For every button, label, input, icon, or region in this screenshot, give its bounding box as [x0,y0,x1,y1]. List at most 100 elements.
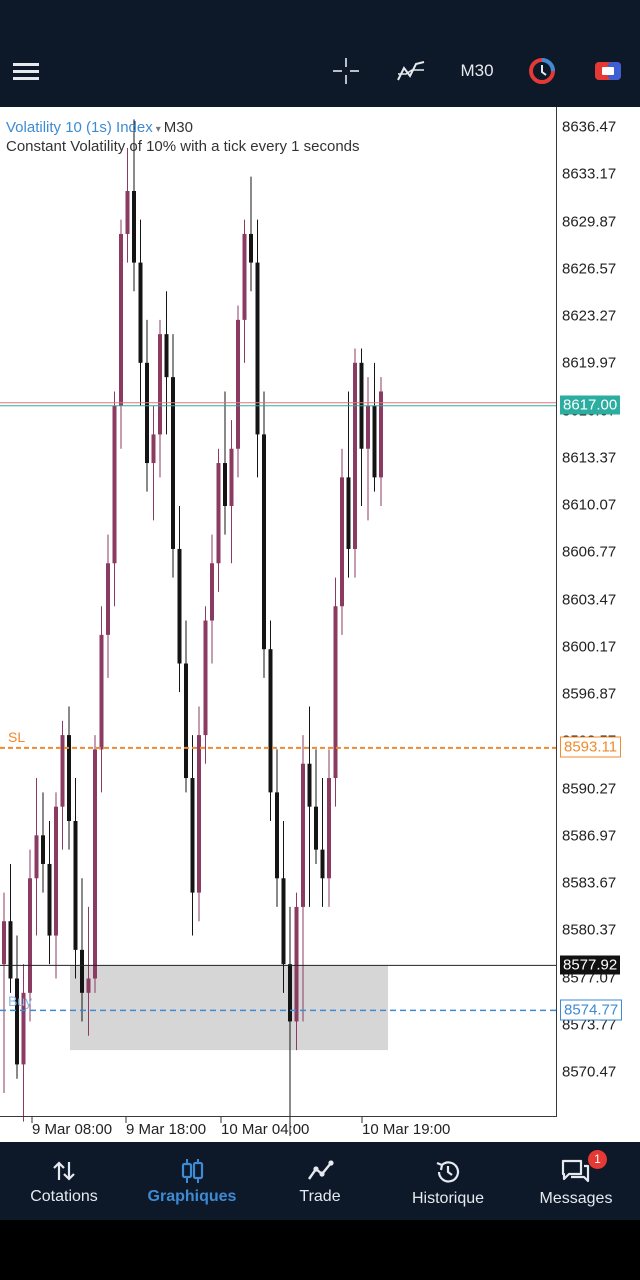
candle-body [203,620,208,736]
candle-body [125,191,130,234]
candle-body [366,405,370,449]
candle-body [346,477,351,549]
one-click-trading-icon [595,62,621,80]
candle-body [158,334,162,435]
candle-body [255,262,260,435]
symbol-name[interactable]: Volatility 10 (1s) Index [6,119,153,136]
system-navigation-bar [0,1220,640,1280]
nav-label: Cotations [30,1188,98,1205]
price-tick-label: 8626.57 [562,260,617,278]
price-tick-label: 8610.07 [562,496,617,514]
nav-trade[interactable]: Trade [256,1142,384,1220]
time-tick-label: 10 Mar 19:00 [362,1121,451,1138]
indicator-icon [397,61,425,81]
time-tick-label: 9 Mar 08:00 [32,1121,113,1138]
price-tick-label: 8580.37 [562,921,617,939]
candle-body [47,863,52,936]
candle-body [151,434,156,464]
price-chart[interactable]: Volatility 10 (1s) Index ▾ M30 Constant Vo… [0,107,640,1142]
candle-body [184,663,188,779]
shaded-zone [70,965,388,1051]
candlestick-icon [181,1159,204,1183]
candle-body [145,362,149,464]
price-tick-label: 8619.97 [562,354,617,372]
nav-cotations[interactable]: Cotations [0,1142,128,1220]
sl-line-label[interactable]: SL [8,729,26,745]
candle-body [379,391,383,478]
candle-body [86,978,91,993]
crosshair-price-tag: 8577.92 [560,955,621,975]
price-tick-label: 8573.77 [562,1016,617,1034]
nav-label: Trade [299,1188,341,1205]
trade-chart-icon [308,1160,334,1180]
nav-messages[interactable]: Messages 1 [512,1142,640,1220]
candle-body [8,921,13,979]
candle-body [119,233,123,406]
candle-body [164,334,169,378]
nav-historique[interactable]: Historique [384,1142,512,1220]
candle-body [210,563,214,621]
candle-body [177,548,182,664]
symbol-description: Constant Volatility of 10% with a tick e… [6,138,360,155]
candle-body [67,735,71,822]
sl-price-tag[interactable]: 8593.11 [560,736,622,758]
candle-body [268,649,273,793]
history-icon [436,1161,460,1183]
indicator-button[interactable] [392,52,430,90]
price-tick-label: 8633.17 [562,165,617,183]
price-tick-label: 8586.97 [562,827,617,845]
candle-body [320,849,325,879]
time-tick-label: 10 Mar 04:00 [221,1121,310,1138]
candle-body [73,821,78,950]
candle-body [223,463,227,507]
buy-line-label[interactable]: Buy [8,993,33,1009]
candle-body [301,763,305,907]
candle-body [171,377,175,549]
candle-body [327,778,331,879]
symbol-dropdown-icon[interactable]: ▾ [155,124,161,135]
nav-label: Messages [539,1190,613,1207]
candle-body [236,319,240,449]
price-tick-label: 8629.87 [562,213,617,230]
chart-timeframe: M30 [163,119,193,136]
price-tick-label: 8606.77 [562,543,617,561]
nav-graphiques[interactable]: Graphiques [128,1142,256,1220]
crosshair-icon [333,58,359,84]
connection-button[interactable] [524,52,560,90]
buy-price-tag[interactable]: 8574.77 [560,999,623,1021]
candle-body [314,806,318,850]
menu-button[interactable] [8,52,44,90]
price-tick-label: 8636.47 [562,118,617,136]
menu-icon [13,63,39,80]
candle-body [60,735,65,807]
candle-body [262,434,266,650]
timeframe-button[interactable]: M30 [452,52,502,90]
candle-body [138,262,143,363]
candle-body [372,405,377,478]
candle-body [216,463,221,564]
candle-body [41,835,45,864]
candle-body [333,606,338,779]
candle-body [21,992,26,1065]
one-click-trading-button[interactable] [590,52,626,90]
candle-body [132,191,136,263]
arrows-up-down-icon [53,1161,75,1181]
price-tick-label: 8613.37 [562,449,617,467]
candle-body [28,878,32,993]
nav-label: Historique [411,1190,485,1207]
candle-body [93,749,97,979]
candle-body [99,634,104,750]
candle-body [307,763,312,807]
crosshair-button[interactable] [328,52,364,90]
price-tick-label: 8590.27 [562,780,617,797]
candle-body [249,233,253,263]
candle-body [80,949,84,993]
candle-body [2,921,6,965]
chart-title[interactable]: Volatility 10 (1s) Index ▾ M30 [6,119,193,136]
price-tick-label: 8600.17 [562,638,617,656]
price-tick-label: 8570.47 [562,1063,617,1081]
candle-body [190,778,195,893]
candle-body [34,835,39,879]
candle-body [288,964,292,1022]
chart-canvas[interactable] [0,107,640,1142]
